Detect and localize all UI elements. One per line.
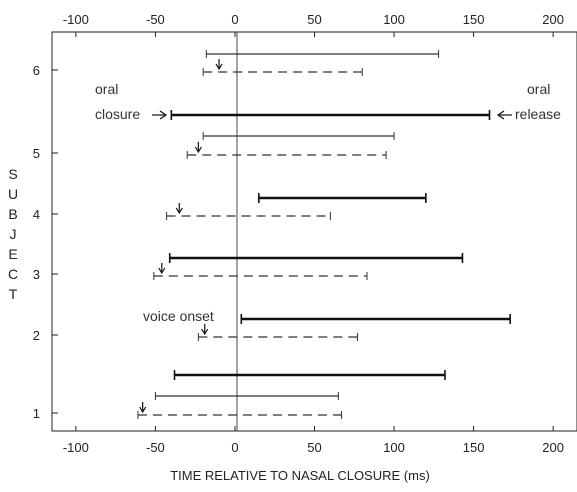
- x-tick-label-top: 0: [231, 12, 238, 27]
- y-axis-title-letter: J: [10, 226, 17, 242]
- x-axis-bottom: -100 -50 0 50 100 150 200: [63, 426, 564, 455]
- voice-onset-arrow-head: [139, 406, 147, 414]
- x-tick-label-bottom: 100: [383, 440, 405, 455]
- x-tick-label-top: 200: [542, 12, 564, 27]
- annotation-oral-closure: oral: [95, 81, 118, 97]
- y-axis-title-letter: S: [8, 166, 17, 182]
- voice-onset-arrow-head: [175, 207, 183, 215]
- voice-onset-arrow-head: [201, 328, 209, 336]
- y-axis-title-letter: E: [8, 246, 17, 262]
- annotation-voice-onset: voice onset: [143, 308, 214, 324]
- y-axis-title-letter: U: [8, 186, 18, 202]
- y-axis: 1 2 3 4 5 6: [33, 63, 58, 421]
- y-tick-label: 6: [33, 63, 40, 78]
- annotation-oral-release: oral: [527, 81, 550, 97]
- x-tick-label-top: -100: [63, 12, 89, 27]
- x-tick-label-bottom: 50: [307, 440, 321, 455]
- y-tick-label: 4: [33, 207, 40, 222]
- y-tick-label: 3: [33, 267, 40, 282]
- y-axis-title-letter: T: [9, 286, 18, 302]
- x-tick-label-bottom: 150: [463, 440, 485, 455]
- annotation-oral-closure: closure: [95, 106, 140, 122]
- y-axis-title-letter: C: [8, 266, 18, 282]
- y-tick-label: 1: [33, 406, 40, 421]
- arrow-right-icon: [159, 110, 168, 120]
- x-tick-label-top: 100: [383, 12, 405, 27]
- plot-frame: [51, 31, 577, 432]
- x-tick-label-bottom: -50: [146, 440, 165, 455]
- y-tick-label: 5: [33, 146, 40, 161]
- y-axis-title-letter: B: [8, 206, 17, 222]
- voice-onset-arrow-head: [215, 63, 223, 71]
- x-tick-label-top: -50: [146, 12, 165, 27]
- voice-onset-arrow-head: [158, 267, 166, 275]
- x-tick-label-bottom: 200: [542, 440, 564, 455]
- x-axis-top: -100 -50 0 50 100 150 200: [63, 12, 564, 37]
- x-tick-label-top: 150: [463, 12, 485, 27]
- y-tick-label: 2: [33, 328, 40, 343]
- interval-series: [137, 50, 511, 419]
- x-axis-title: TIME RELATIVE TO NASAL CLOSURE (ms): [170, 468, 430, 483]
- x-tick-label-bottom: -100: [63, 440, 89, 455]
- annotation-oral-release: release: [515, 106, 561, 122]
- voice-onset-arrow-head: [194, 146, 202, 154]
- x-tick-label-bottom: 0: [231, 440, 238, 455]
- annotations: oral closure oral release voice onset: [95, 81, 561, 324]
- x-tick-label-top: 50: [307, 12, 321, 27]
- arrow-left-icon: [496, 110, 505, 120]
